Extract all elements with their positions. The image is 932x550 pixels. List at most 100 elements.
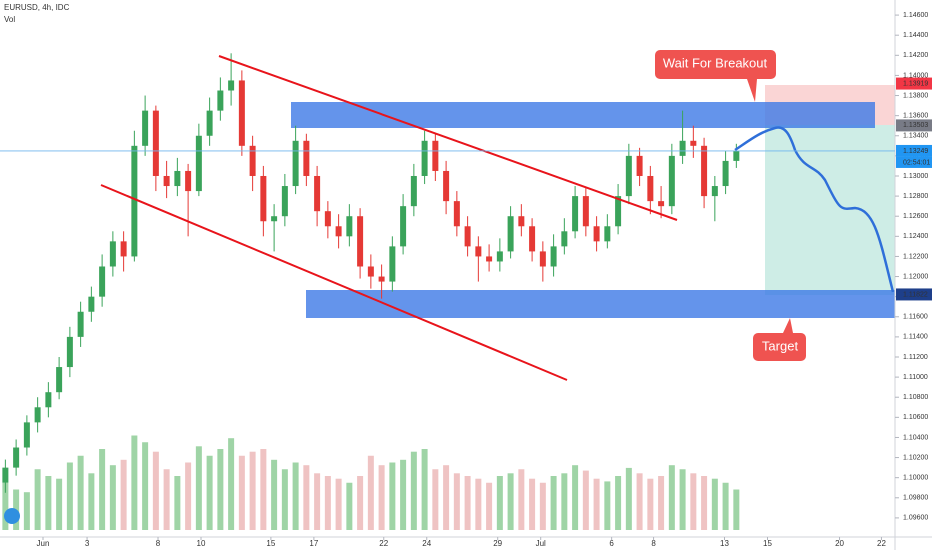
target-zone — [765, 125, 895, 295]
trend-line — [100, 184, 568, 381]
candle-body — [733, 150, 740, 161]
candle-body — [658, 201, 665, 207]
candle-body — [314, 175, 321, 212]
volume-bar — [367, 455, 374, 530]
x-tick-label: Jun — [37, 539, 50, 548]
volume-bar — [733, 489, 740, 530]
candle-body — [572, 196, 579, 232]
candle-body — [357, 216, 364, 267]
candle-body — [378, 276, 385, 282]
volume-bar — [163, 469, 170, 530]
volume-bar — [335, 478, 342, 530]
y-tick-label: 1.14200 — [903, 52, 928, 59]
volume-bar — [453, 473, 460, 530]
price-tag-label: 1.11822 — [903, 291, 928, 298]
volume-bar — [23, 492, 30, 530]
logo — [4, 508, 20, 524]
x-tick-label: 15 — [763, 539, 772, 548]
candle-body — [400, 206, 407, 247]
candle-body — [195, 135, 202, 192]
volume-bar — [593, 478, 600, 530]
trend-line — [218, 55, 678, 221]
volume-bar — [142, 442, 149, 530]
candle-body — [2, 467, 9, 483]
x-tick-label: 6 — [609, 539, 614, 548]
x-tick-label: 13 — [720, 539, 729, 548]
volume-bar — [303, 465, 310, 530]
annotation: Wait For Breakout — [663, 55, 768, 70]
volume-bar — [668, 465, 675, 530]
price-tag-label: 1.13503 — [903, 122, 928, 129]
volume-bar — [217, 449, 224, 530]
candle-body — [410, 175, 417, 207]
candle-body — [271, 216, 278, 222]
volume-bar — [550, 476, 557, 530]
candle-body — [66, 336, 73, 368]
volume-bar — [238, 455, 245, 530]
volume-bar — [346, 482, 353, 530]
volume-bar — [2, 482, 9, 530]
y-tick-label: 1.11400 — [903, 334, 928, 341]
volume-bar — [195, 446, 202, 530]
volume-bar — [389, 462, 396, 530]
support-zone — [306, 290, 895, 318]
candle-body — [550, 246, 557, 267]
volume-bar — [88, 473, 95, 530]
annotation: Target — [762, 338, 799, 353]
time-axis-bg — [0, 537, 932, 550]
candle-body — [185, 170, 192, 192]
candle-body — [367, 266, 374, 277]
volume-bar — [34, 469, 41, 530]
candle-body — [260, 175, 267, 222]
candle-body — [13, 447, 20, 468]
x-tick-label: 3 — [85, 539, 90, 548]
volume-bar — [77, 455, 84, 530]
candle-body — [701, 145, 708, 197]
candle-body — [217, 90, 224, 111]
candle-body — [679, 140, 686, 156]
candle-body — [346, 216, 353, 237]
y-tick-label: 1.12800 — [903, 193, 928, 200]
volume-bar — [99, 449, 106, 530]
candle-body — [582, 196, 589, 227]
candle-body — [131, 145, 138, 257]
y-tick-label: 1.12000 — [903, 273, 928, 280]
candle-body — [486, 256, 493, 262]
y-tick-label: 1.12600 — [903, 213, 928, 220]
candle-body — [34, 407, 41, 423]
volume-bar — [711, 478, 718, 530]
candle-body — [228, 80, 235, 91]
price-tag — [896, 288, 932, 301]
volume-bar — [615, 476, 622, 530]
y-tick-label: 1.12400 — [903, 233, 928, 240]
volume-bar — [647, 478, 654, 530]
y-tick-label: 1.10600 — [903, 414, 928, 421]
volume-bar — [228, 438, 235, 530]
candle-body — [496, 251, 503, 262]
y-tick-label: 1.11600 — [903, 314, 928, 321]
volume-bar — [658, 476, 665, 530]
x-tick-label: 15 — [266, 539, 275, 548]
candle-body — [249, 145, 256, 176]
candle-body — [507, 216, 514, 252]
volume-bar — [625, 467, 632, 530]
volume-bar — [507, 473, 514, 530]
volume-bar — [432, 469, 439, 530]
x-tick-label: 29 — [493, 539, 502, 548]
volume-bar — [185, 462, 192, 530]
y-tick-label: 1.10000 — [903, 475, 928, 482]
volume-bar — [443, 465, 450, 530]
volume-bar — [518, 469, 525, 530]
volume-bar — [109, 465, 116, 530]
candle-body — [120, 241, 127, 257]
volume-bar — [281, 469, 288, 530]
volume-bar — [572, 465, 579, 530]
candle-body — [593, 226, 600, 242]
x-tick-label: 24 — [422, 539, 431, 548]
price-tag — [896, 119, 932, 132]
candle-body — [625, 155, 632, 197]
callout-box — [655, 50, 776, 102]
candle-body — [23, 422, 30, 448]
